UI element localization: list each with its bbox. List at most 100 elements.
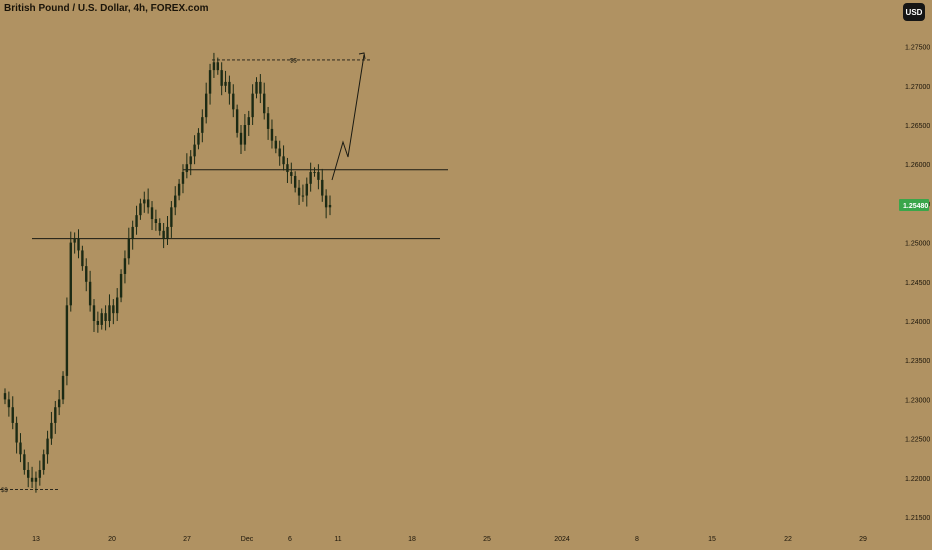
candle-body: [278, 148, 281, 157]
candle-body: [197, 132, 200, 145]
price-axis[interactable]: 1.21500 1.22000 1.22500 1.23000 1.23500 1.240…: [899, 45, 930, 522]
candle-body: [38, 469, 42, 478]
candle-body: [123, 258, 127, 274]
candle-body: [73, 238, 76, 243]
last-price-badge: [899, 198, 929, 211]
time-tick-label: 20: [108, 536, 116, 543]
projection-arrow: [331, 54, 365, 181]
time-tick-label: 27: [183, 536, 191, 543]
time-axis[interactable]: 13 20 27 Dec 6 11 18 25 2024 8 15 22 29: [32, 536, 867, 543]
candle-body: [174, 195, 177, 208]
candle-body: [116, 297, 119, 314]
candle-body: [185, 164, 189, 173]
candle-body: [216, 62, 219, 71]
candle-body: [228, 81, 231, 94]
candle-body: [201, 117, 204, 133]
candle-body: [204, 93, 208, 118]
candle-body: [317, 172, 320, 180]
candle-body: [96, 321, 100, 325]
candle-body: [146, 199, 150, 208]
last-price-label: 1.25480: [903, 203, 928, 210]
candle-body: [301, 195, 305, 197]
candle-body: [119, 273, 123, 298]
candle-body: [270, 128, 274, 141]
time-tick-label: Dec: [241, 536, 254, 543]
candle-body: [100, 313, 103, 325]
candle-body: [328, 204, 332, 208]
candle-body: [170, 207, 173, 227]
candle-body: [34, 477, 38, 482]
price-tick-label: 1.25000: [905, 241, 930, 248]
drawing-annotations: $$ $$: [0, 52, 448, 494]
currency-button[interactable]: USD: [903, 3, 925, 21]
candle-body: [15, 422, 18, 443]
candle-body: [293, 175, 297, 188]
candle-body: [263, 93, 266, 114]
candle-body: [158, 223, 161, 231]
time-tick-label: 15: [708, 536, 716, 543]
candle-body: [11, 407, 14, 423]
candle-body: [135, 215, 138, 227]
candle-body: [239, 132, 243, 145]
price-tick-label: 1.26500: [905, 123, 930, 130]
candle-body: [305, 183, 308, 196]
liquidity-high-label: $$: [290, 58, 297, 64]
candle-body: [131, 226, 134, 239]
price-tick-label: 1.24000: [905, 319, 930, 326]
candle-body: [81, 250, 84, 267]
price-tick-label: 1.23500: [905, 358, 930, 365]
candle-body: [255, 81, 258, 94]
candle-body: [61, 375, 65, 400]
candle-body: [85, 266, 88, 282]
candle-body: [77, 238, 80, 251]
candle-body: [19, 442, 22, 455]
candle-body: [23, 454, 26, 470]
candle-body: [297, 187, 301, 196]
candle-body: [150, 207, 154, 220]
candle-body: [224, 81, 227, 86]
time-tick-label: 6: [288, 536, 292, 543]
candle-body: [251, 93, 254, 118]
price-tick-label: 1.26000: [905, 162, 930, 169]
candle-body: [27, 469, 30, 478]
candle-body: [259, 81, 262, 94]
candle-body: [143, 199, 146, 204]
candle-body: [50, 422, 53, 439]
time-tick-label: 22: [784, 536, 792, 543]
candle-body: [193, 144, 196, 157]
candle-body: [247, 117, 250, 125]
candle-body: [313, 172, 316, 174]
candle-body: [181, 172, 185, 184]
candle-body: [7, 399, 11, 408]
candle-body: [42, 454, 45, 470]
candle-body: [30, 477, 34, 482]
time-tick-label: 13: [32, 536, 40, 543]
candle-body: [212, 62, 216, 71]
price-tick-label: 1.24500: [905, 280, 930, 287]
candle-body: [266, 113, 270, 129]
candle-body: [309, 172, 312, 184]
candle-body: [69, 242, 72, 306]
candle-body: [324, 195, 328, 208]
candle-body: [189, 156, 192, 165]
candle-body: [54, 407, 57, 423]
candle-body: [92, 305, 96, 321]
candle-body: [162, 230, 165, 239]
candle-body: [166, 226, 169, 239]
candle-body: [243, 125, 247, 145]
candle-body: [232, 93, 235, 110]
projection-arrow-head: [358, 52, 366, 60]
price-tick-label: 1.27000: [905, 84, 930, 91]
candle-body: [220, 70, 223, 86]
candle-body: [282, 156, 285, 165]
time-tick-label: 8: [635, 536, 639, 543]
candle-body: [208, 70, 212, 94]
candle-body: [286, 164, 289, 173]
candle-body: [127, 238, 131, 259]
price-tick-label: 1.23000: [905, 397, 930, 404]
candle-body: [139, 203, 142, 216]
candle-body: [290, 172, 293, 176]
candle-body: [3, 393, 7, 400]
candle-body: [104, 313, 107, 321]
